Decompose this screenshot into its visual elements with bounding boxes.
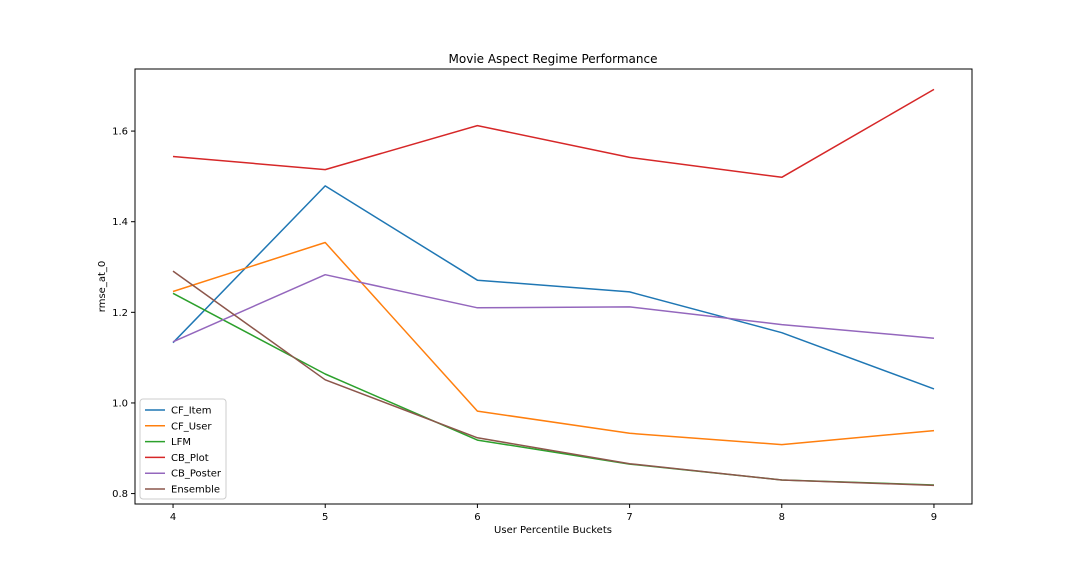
- x-tick-label: 4: [170, 512, 176, 523]
- chart-title: Movie Aspect Regime Performance: [449, 52, 658, 66]
- series-line-ensemble: [172, 270, 935, 487]
- y-axis-ticks: 0.8 1.0 1.2 1.4 1.6: [112, 127, 135, 500]
- legend: CF_Item CF_User LFM CB_Plot CB_Poster Ensembl…: [139, 398, 227, 500]
- legend-label: CF_User: [171, 421, 212, 432]
- y-tick-label: 0.8: [112, 489, 128, 500]
- x-tick-label: 7: [626, 512, 632, 523]
- y-tick-label: 1.2: [112, 308, 128, 319]
- legend-box: [139, 398, 227, 500]
- plot-frame: [134, 68, 973, 505]
- legend-label: CB_Plot: [171, 453, 209, 464]
- legend-label: LFM: [171, 437, 191, 448]
- x-tick-label: 9: [931, 512, 937, 523]
- y-tick-label: 1.0: [112, 398, 128, 409]
- y-tick-label: 1.6: [112, 127, 128, 138]
- series-line-cf-item: [172, 185, 935, 390]
- series-line-cb-plot: [172, 88, 935, 179]
- y-tick-label: 1.4: [112, 217, 128, 228]
- x-axis-ticks: 4 5 6 7 8 9: [170, 504, 937, 523]
- series-line-cb-poster: [172, 273, 935, 343]
- legend-label: CF_Item: [171, 406, 212, 417]
- x-tick-label: 5: [322, 512, 328, 523]
- y-axis-label: rmse_at_0: [97, 261, 108, 312]
- x-tick-label: 6: [474, 512, 480, 523]
- x-axis-label: User Percentile Buckets: [494, 525, 612, 536]
- series-layer: [172, 88, 935, 487]
- x-tick-label: 8: [779, 512, 785, 523]
- legend-label: Ensemble: [171, 485, 220, 496]
- series-line-cf-user: [172, 241, 935, 446]
- legend-label: CB_Poster: [171, 469, 222, 480]
